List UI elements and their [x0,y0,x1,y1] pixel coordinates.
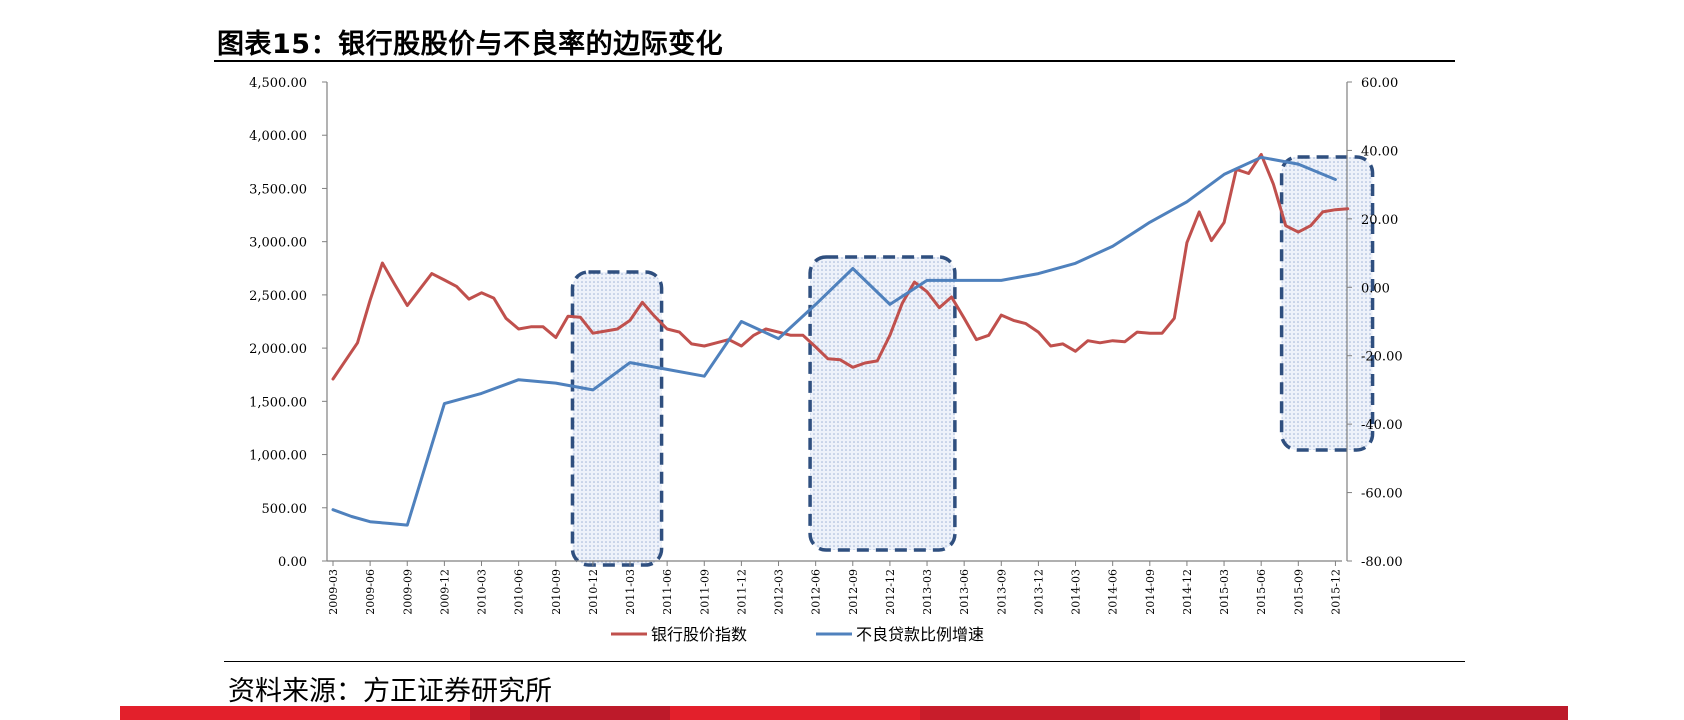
x-tick-label: 2009-06 [364,569,377,615]
left-tick-label: 500.00 [262,502,308,517]
source-note: 资料来源：方正证券研究所 [228,676,552,707]
right-tick-label: 0.00 [1361,281,1390,296]
x-tick-label: 2012-12 [884,569,897,615]
title-divider [214,60,1455,62]
chart-series [331,152,1350,527]
left-tick-label: 4,500.00 [249,76,307,91]
left-tick-label: 0.00 [278,555,307,570]
x-tick-label: 2011-06 [661,569,674,615]
series-line-npl-growth [331,155,1337,527]
x-tick-label: 2015-09 [1292,569,1305,615]
right-tick-label: -20.00 [1361,350,1403,365]
line-chart: 0.00 500.00 1,000.00 1,500.00 2,000.00 2,500.… [249,76,1403,644]
left-tick-label: 1,500.00 [249,395,307,410]
x-tick-label: 2010-03 [476,569,489,615]
x-tick-label: 2010-12 [587,569,600,615]
right-tick-label: 20.00 [1361,213,1398,228]
x-tick-label: 2013-12 [1032,569,1045,615]
x-tick-label: 2012-06 [810,569,823,615]
x-tick-label: 2012-03 [773,569,786,615]
right-tick-label: 60.00 [1361,76,1398,91]
chart-axes: 0.00 500.00 1,000.00 1,500.00 2,000.00 2,500.… [249,76,1403,615]
right-tick-label: -60.00 [1361,487,1403,502]
x-tick-label: 2014-09 [1144,569,1157,615]
x-tick-label: 2015-06 [1255,569,1268,615]
chart-legend: 银行股价指数 不良贷款比例增速 [611,625,984,644]
x-tick-label: 2009-03 [327,569,340,615]
x-tick-label: 2010-09 [550,569,563,615]
left-tick-label: 1,000.00 [249,449,307,464]
x-tick-label: 2013-06 [958,569,971,615]
x-tick-label: 2011-12 [735,569,748,615]
highlight-regions [570,155,1375,567]
x-tick-label: 2009-12 [438,569,451,615]
highlight-box [808,255,957,552]
highlight-box [1279,155,1375,452]
left-tick-label: 3,000.00 [249,236,307,251]
highlight-box [570,270,664,567]
source-divider [224,661,1465,662]
series-line-bank-index [331,152,1350,381]
x-tick-label: 2014-06 [1107,569,1120,615]
x-tick-label: 2015-12 [1329,569,1342,615]
x-tick-label: 2012-09 [847,569,860,615]
right-tick-label: -80.00 [1361,555,1403,570]
x-tick-label: 2013-09 [995,569,1008,615]
chart-title: 图表15：银行股股价与不良率的边际变化 [217,29,724,60]
left-tick-label: 3,500.00 [249,182,307,197]
x-tick-label: 2011-09 [698,569,711,615]
left-tick-label: 2,000.00 [249,342,307,357]
left-tick-label: 4,000.00 [249,129,307,144]
right-tick-label: 40.00 [1361,144,1398,159]
x-tick-label: 2013-03 [921,569,934,615]
x-tick-label: 2015-03 [1218,569,1231,615]
x-tick-label: 2011-03 [624,569,637,615]
x-tick-label: 2010-06 [513,569,526,615]
legend-item-bank-index-label: 银行股价指数 [651,625,747,644]
x-tick-label: 2014-03 [1070,569,1083,615]
legend-item-npl-growth-label: 不良贷款比例增速 [856,625,984,644]
x-tick-label: 2014-12 [1181,569,1194,615]
footer-color-bar [120,706,1568,720]
x-tick-label: 2009-09 [401,569,414,615]
right-tick-label: -40.00 [1361,418,1403,433]
left-tick-label: 2,500.00 [249,289,307,304]
